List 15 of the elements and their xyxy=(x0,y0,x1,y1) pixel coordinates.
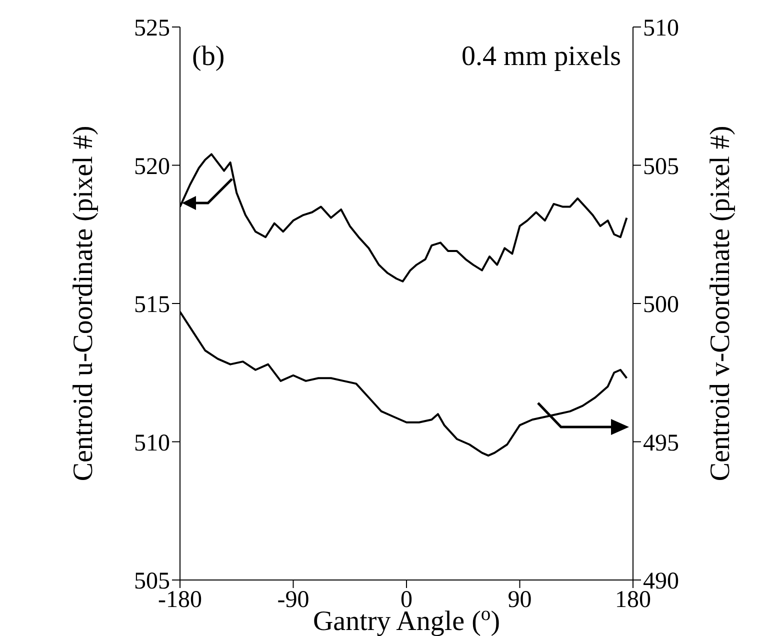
y2-tick-label: 510 xyxy=(643,16,679,42)
y-tick-label: 505 xyxy=(134,568,170,595)
y2-tick-label: 495 xyxy=(643,430,679,456)
annotation: 0.4 mm pixels xyxy=(462,41,621,72)
y2-axis-title: Centroid v-Coordinate (pixel #) xyxy=(705,126,736,482)
x-tick-label: 90 xyxy=(508,587,532,614)
y-tick-label: 510 xyxy=(134,430,170,456)
y2-tick-label: 500 xyxy=(643,292,679,318)
x-tick-label: -90 xyxy=(277,587,310,614)
y-tick-label: 515 xyxy=(134,292,170,318)
y-tick-label: 525 xyxy=(134,16,170,42)
y2-tick-label: 505 xyxy=(643,154,679,180)
y-axis-title: Centroid u-Coordinate (pixel #) xyxy=(68,126,99,482)
y-tick-label: 520 xyxy=(134,154,170,180)
annotation: (b) xyxy=(192,41,225,72)
